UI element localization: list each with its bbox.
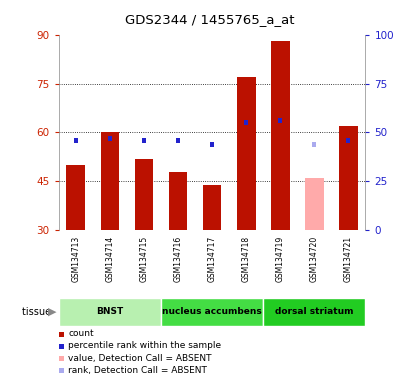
Text: BNST: BNST: [96, 308, 123, 316]
Text: dorsal striatum: dorsal striatum: [275, 308, 354, 316]
Text: tissue: tissue: [22, 307, 55, 317]
Text: value, Detection Call = ABSENT: value, Detection Call = ABSENT: [68, 354, 212, 363]
Text: percentile rank within the sample: percentile rank within the sample: [68, 341, 222, 351]
Bar: [339, 126, 358, 230]
Text: GSM134720: GSM134720: [310, 236, 319, 282]
Bar: [134, 159, 153, 230]
Bar: [161, 298, 263, 326]
Text: GSM134721: GSM134721: [344, 236, 353, 282]
Bar: [305, 178, 324, 230]
Bar: [74, 138, 78, 143]
Text: rank, Detection Call = ABSENT: rank, Detection Call = ABSENT: [68, 366, 207, 375]
Text: ▶: ▶: [48, 307, 57, 317]
Text: GSM134719: GSM134719: [276, 236, 285, 282]
Text: nucleus accumbens: nucleus accumbens: [162, 308, 262, 316]
Bar: [278, 118, 282, 123]
Text: GSM134715: GSM134715: [139, 236, 148, 282]
Text: GDS2344 / 1455765_a_at: GDS2344 / 1455765_a_at: [125, 13, 295, 26]
Bar: [142, 138, 146, 143]
Bar: [59, 298, 161, 326]
Bar: [237, 77, 255, 230]
Bar: [312, 142, 316, 147]
Text: GSM134714: GSM134714: [105, 236, 114, 282]
Bar: [169, 172, 187, 230]
Text: GSM134718: GSM134718: [241, 236, 251, 282]
Bar: [346, 138, 350, 143]
Text: count: count: [68, 329, 94, 338]
Bar: [176, 138, 180, 143]
Bar: [263, 298, 365, 326]
Bar: [203, 185, 221, 230]
Bar: [108, 136, 112, 141]
Bar: [271, 41, 290, 230]
Bar: [244, 120, 248, 125]
Text: GSM134713: GSM134713: [71, 236, 80, 282]
Text: GSM134716: GSM134716: [173, 236, 183, 282]
Bar: [210, 142, 214, 147]
Bar: [66, 165, 85, 230]
Bar: [100, 132, 119, 230]
Text: GSM134717: GSM134717: [207, 236, 217, 282]
